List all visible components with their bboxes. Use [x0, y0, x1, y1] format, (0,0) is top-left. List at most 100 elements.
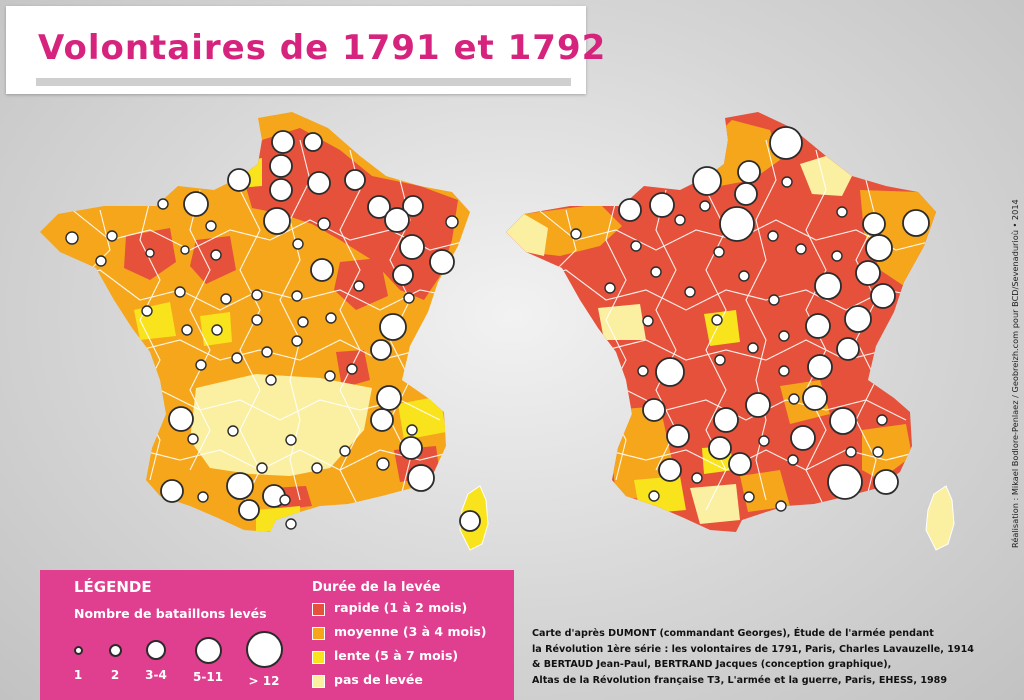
battalion-bubble — [787, 454, 799, 466]
battalion-bubble — [220, 293, 232, 305]
battalion-bubble — [674, 214, 686, 226]
battalion-bubble — [714, 354, 726, 366]
battalion-bubble — [747, 342, 759, 354]
battalion-bubble — [870, 283, 896, 309]
battalion-bubble — [370, 408, 394, 432]
battalion-bubble — [844, 305, 872, 333]
battalion-bubble — [324, 370, 336, 382]
battalion-bubble — [311, 462, 323, 474]
battalion-bubble — [743, 491, 755, 503]
battalion-bubble — [666, 424, 690, 448]
credit-line: Réalisation : Mikael Bodlore-Penlaez / G… — [1010, 199, 1020, 548]
legend-size-label-1: 1 — [73, 668, 83, 682]
zone-1792-finistere-pas-de-levee — [506, 214, 548, 256]
legend-label-pas-de-levee: pas de levée — [334, 672, 423, 687]
battalion-bubble — [180, 245, 190, 255]
battalion-bubble — [738, 270, 750, 282]
legend-bubble-1 — [74, 646, 83, 655]
battalion-bubble — [642, 315, 654, 327]
zone-1791-normandie-rapide — [190, 236, 236, 284]
zone-1792-centre-lente — [704, 310, 740, 346]
source-citation: Carte d'après DUMONT (commandant Georges… — [532, 626, 974, 688]
battalion-bubble — [384, 207, 410, 233]
battalion-bubble — [650, 266, 662, 278]
battalion-bubble — [353, 280, 365, 292]
battalion-bubble — [406, 424, 418, 436]
battalion-bubble — [459, 510, 481, 532]
zone-1791-sud-ouest-pas-de-levee — [190, 374, 372, 476]
battalion-bubble — [699, 200, 711, 212]
battalion-bubble — [238, 499, 260, 521]
legend-label-moyenne: moyenne (3 à 4 mois) — [334, 624, 487, 639]
battalion-bubble — [399, 234, 425, 260]
battalion-bubble — [734, 182, 758, 206]
battalion-bubble — [307, 171, 331, 195]
zone-1792-pyrenees-lente — [634, 476, 686, 514]
battalion-bubble — [279, 494, 291, 506]
battalion-bubble — [805, 313, 831, 339]
battalion-bubble — [379, 313, 407, 341]
battalion-bubble — [802, 385, 828, 411]
battalion-bubble — [767, 230, 779, 242]
battalion-bubble — [187, 433, 199, 445]
battalion-bubble — [807, 354, 833, 380]
battalion-bubble — [829, 407, 857, 435]
source-line-4: Altas de la Révolution française T3, L'a… — [532, 674, 948, 686]
battalion-bubble — [197, 491, 209, 503]
legend-size-label-2: 2 — [110, 668, 120, 682]
battalion-bubble — [285, 434, 297, 446]
battalion-bubble — [795, 243, 807, 255]
battalion-bubble — [403, 292, 415, 304]
battalion-bubble — [402, 195, 424, 217]
battalion-bubble — [708, 436, 732, 460]
map-title: Volontaires de 1791 et 1792 — [38, 28, 607, 68]
battalion-bubble — [376, 385, 402, 411]
battalion-bubble — [872, 446, 884, 458]
battalion-bubble — [317, 217, 331, 231]
battalion-bubble — [692, 166, 722, 196]
battalion-bubble — [106, 230, 118, 242]
battalion-bubble — [737, 160, 761, 184]
battalion-bubble — [713, 407, 739, 433]
legend-size-label-5-11: 5-11 — [192, 670, 224, 684]
map-1791 — [40, 112, 489, 551]
battalion-bubble — [655, 357, 685, 387]
battalion-bubble — [325, 312, 337, 324]
battalion-bubble — [392, 264, 414, 286]
battalion-bubble — [95, 255, 107, 267]
legend-bubble-12 — [246, 631, 283, 668]
swatch-moyenne — [312, 627, 325, 640]
battalion-bubble — [297, 316, 309, 328]
battalion-bubble — [269, 154, 293, 178]
battalion-bubble — [831, 250, 843, 262]
zone-1792-gascogne-moyenne — [612, 406, 672, 500]
battalion-bubble — [618, 198, 642, 222]
battalion-bubble — [790, 425, 816, 451]
battalion-bubble — [157, 198, 169, 210]
map-1792 — [506, 112, 955, 551]
battalion-bubble — [346, 363, 358, 375]
battalion-bubble — [429, 249, 455, 275]
battalion-bubble — [211, 324, 223, 336]
battalion-bubble — [251, 314, 263, 326]
battalion-bubble — [827, 464, 863, 500]
zone-1792-ardennes-pas-de-levee — [800, 156, 852, 196]
battalion-bubble — [285, 518, 297, 530]
legend-label-lente: lente (5 à 7 mois) — [334, 648, 459, 663]
legend-size-label-3-4: 3-4 — [145, 668, 167, 682]
battalion-bubble — [691, 472, 703, 484]
bubbles-1791 — [65, 130, 481, 532]
swatch-lente — [312, 651, 325, 664]
battalion-bubble — [226, 472, 254, 500]
battalion-bubble — [205, 220, 217, 232]
battalion-bubble — [855, 260, 881, 286]
battalion-bubble — [181, 324, 193, 336]
legend-size-label-12: > 12 — [248, 674, 280, 688]
battalion-bubble — [711, 314, 723, 326]
battalion-bubble — [160, 479, 184, 503]
source-line-3: & BERTAUD Jean-Paul, BERTRAND Jacques (c… — [532, 659, 892, 670]
legend-label-rapide: rapide (1 à 2 mois) — [334, 600, 468, 615]
battalion-bubble — [367, 195, 391, 219]
battalion-bubble — [769, 126, 803, 160]
battalion-bubble — [407, 464, 435, 492]
